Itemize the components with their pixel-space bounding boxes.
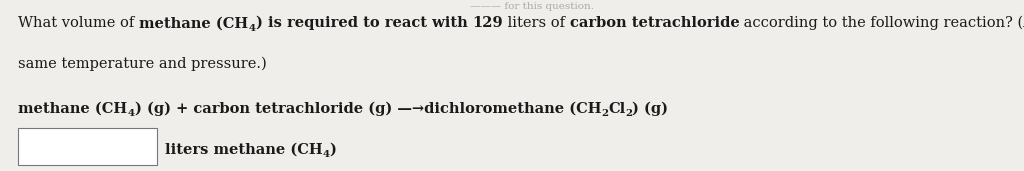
Text: carbon tetrachloride: carbon tetrachloride: [569, 16, 739, 30]
Text: liters methane (CH: liters methane (CH: [165, 143, 323, 157]
FancyBboxPatch shape: [18, 128, 157, 165]
Text: 129: 129: [472, 16, 503, 30]
Text: according to the following reaction? (All gases are at the: according to the following reaction? (Al…: [739, 16, 1024, 30]
Text: Cl: Cl: [608, 102, 626, 116]
Text: same temperature and pressure.): same temperature and pressure.): [18, 57, 267, 71]
Text: liters of: liters of: [503, 16, 569, 30]
Text: 2: 2: [601, 109, 608, 118]
Text: ) (g) + carbon tetrachloride (g) —→dichloromethane (CH: ) (g) + carbon tetrachloride (g) —→dichl…: [135, 101, 601, 116]
Text: methane (CH: methane (CH: [18, 102, 128, 116]
Text: methane (CH: methane (CH: [139, 16, 249, 30]
Text: ) (g): ) (g): [633, 101, 669, 116]
Text: 2: 2: [626, 109, 633, 118]
Text: What volume of: What volume of: [18, 16, 139, 30]
Text: ——— for this question.: ——— for this question.: [470, 2, 595, 11]
Text: ) is required to react with: ) is required to react with: [256, 16, 472, 30]
Text: 4: 4: [249, 24, 256, 33]
Text: 4: 4: [128, 109, 135, 118]
Text: ): ): [330, 143, 336, 157]
Text: 4: 4: [323, 150, 330, 159]
